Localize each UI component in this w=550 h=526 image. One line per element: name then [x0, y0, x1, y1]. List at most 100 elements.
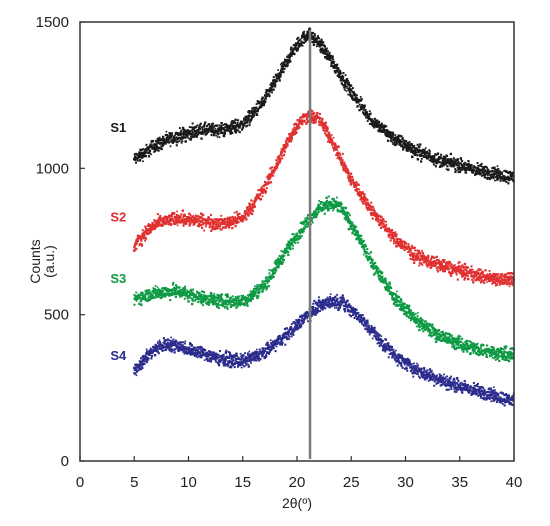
data-point [420, 262, 423, 265]
data-point [271, 91, 274, 94]
data-point [260, 190, 263, 193]
data-point [285, 145, 288, 148]
data-point [511, 272, 515, 275]
data-point [294, 130, 298, 133]
data-point [210, 213, 213, 216]
data-point [443, 270, 446, 273]
data-point [440, 335, 443, 338]
data-point [220, 293, 224, 296]
data-point [256, 110, 259, 113]
data-point [211, 127, 214, 130]
data-point [487, 277, 490, 281]
data-point [147, 223, 150, 226]
data-point [258, 193, 262, 197]
data-point [292, 44, 295, 46]
data-point [361, 191, 364, 194]
data-point [147, 297, 150, 300]
data-point [409, 309, 412, 312]
data-point [246, 124, 249, 127]
data-point [511, 284, 514, 287]
data-point [179, 292, 182, 296]
data-point [225, 126, 228, 129]
data-point [307, 119, 309, 122]
data-point [417, 256, 420, 259]
data-point [384, 279, 387, 283]
data-point [186, 297, 189, 300]
data-point [364, 105, 366, 108]
data-point [162, 143, 165, 146]
data-point [297, 235, 300, 238]
data-point [226, 306, 229, 309]
data-point [197, 225, 201, 228]
data-point [386, 129, 389, 132]
data-point [217, 294, 220, 297]
data-point [337, 154, 339, 157]
data-point [241, 128, 244, 131]
data-point [408, 316, 411, 319]
data-point [508, 282, 512, 286]
data-point [278, 254, 281, 257]
data-point [470, 274, 473, 277]
data-point [415, 325, 418, 328]
data-point [278, 79, 281, 82]
data-point [178, 286, 181, 289]
data-point [385, 220, 387, 223]
data-point [331, 203, 334, 205]
data-point [207, 217, 210, 220]
data-point [429, 155, 433, 158]
data-point [351, 182, 353, 185]
data-point [248, 110, 251, 113]
data-point [248, 124, 251, 127]
data-point [212, 225, 215, 228]
data-point [450, 158, 453, 161]
data-point [356, 234, 360, 237]
data-point [448, 261, 452, 264]
data-point [167, 139, 170, 142]
data-point [231, 226, 234, 230]
data-point [174, 292, 177, 296]
data-point [345, 90, 348, 92]
data-point [236, 123, 239, 127]
data-point [200, 216, 204, 219]
data-point [201, 128, 204, 131]
data-point [323, 212, 326, 215]
data-point [177, 215, 180, 218]
data-point [394, 304, 397, 307]
data-point [390, 139, 393, 142]
data-point [430, 266, 433, 268]
data-point [345, 214, 349, 218]
data-point [391, 131, 394, 134]
data-point [449, 164, 452, 167]
data-point [218, 124, 221, 127]
data-point [302, 41, 305, 44]
data-point [408, 144, 411, 147]
data-point [326, 50, 329, 53]
data-point [499, 282, 502, 285]
data-point [303, 120, 306, 123]
data-point [337, 67, 340, 71]
data-point [493, 276, 496, 279]
data-point [165, 286, 168, 290]
data-point [274, 267, 277, 270]
data-point [464, 276, 467, 280]
data-point [449, 152, 453, 156]
data-point [235, 125, 238, 128]
data-point [253, 290, 256, 294]
data-point [452, 346, 455, 349]
data-point [289, 59, 291, 62]
data-point [191, 129, 193, 132]
data-point [219, 228, 222, 231]
data-point [405, 245, 408, 248]
data-point [397, 243, 400, 247]
data-point [176, 210, 178, 213]
data-point [137, 156, 140, 160]
data-point [443, 336, 446, 340]
data-point [201, 296, 204, 299]
data-point [425, 261, 428, 264]
data-point [163, 294, 167, 297]
data-point [174, 219, 178, 223]
data-point [173, 140, 176, 142]
data-point [420, 157, 423, 160]
data-point [297, 241, 300, 244]
data-point [490, 173, 493, 176]
